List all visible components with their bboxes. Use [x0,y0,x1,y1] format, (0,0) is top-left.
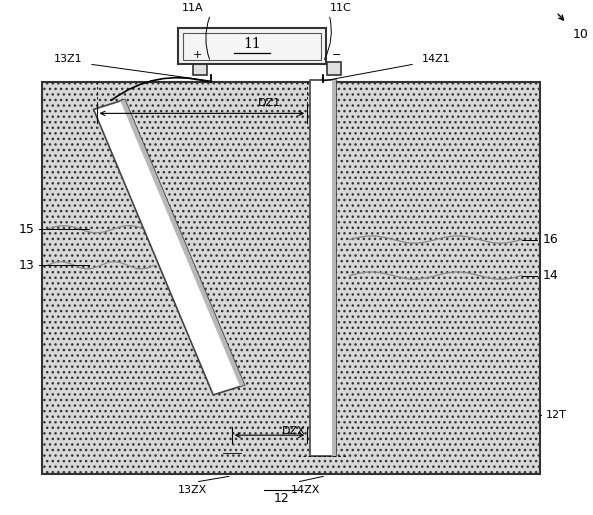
Polygon shape [120,99,244,386]
Bar [327,62,341,75]
Text: 14ZX: 14ZX [291,485,320,495]
Bar [332,80,336,456]
Bar [178,28,326,64]
Bar [193,62,207,75]
Bar [183,32,321,60]
Text: 10: 10 [572,28,588,41]
Text: 13ZX: 13ZX [178,485,208,495]
Bar [42,82,540,474]
Text: 11A: 11A [182,3,203,13]
Text: 11: 11 [243,37,261,51]
Text: 12: 12 [274,492,289,505]
Text: DZ1: DZ1 [259,98,281,108]
Text: +: + [193,50,202,60]
Text: 14Z1: 14Z1 [422,55,450,64]
Bar [310,80,336,456]
Polygon shape [94,99,244,395]
Text: 15: 15 [18,222,34,236]
Text: 11C: 11C [330,3,352,13]
Text: 13Z1: 13Z1 [54,55,82,64]
Text: 13: 13 [18,259,34,272]
Text: −: − [331,50,341,60]
Text: 14: 14 [543,269,559,282]
Text: DZX: DZX [282,426,305,436]
Text: 16: 16 [543,233,559,246]
Text: 12T: 12T [546,409,566,420]
